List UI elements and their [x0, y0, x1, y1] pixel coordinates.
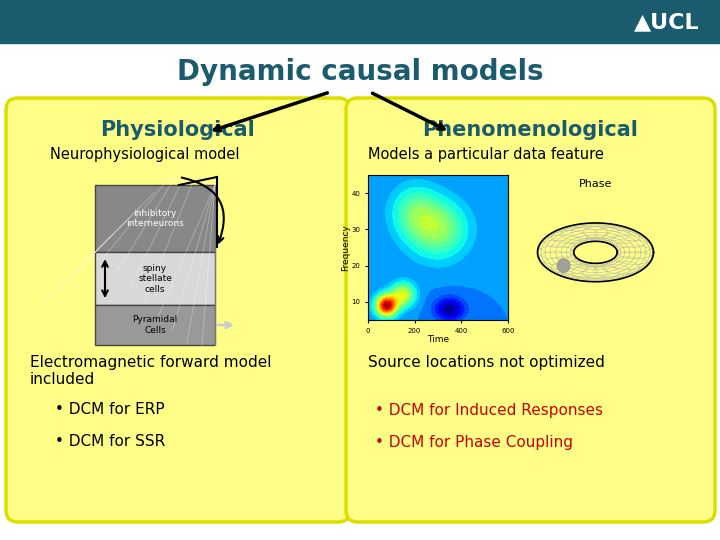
Ellipse shape	[557, 259, 570, 272]
Text: ▲UCL: ▲UCL	[634, 12, 700, 32]
Text: Phenomenological: Phenomenological	[422, 120, 638, 140]
X-axis label: Time: Time	[427, 335, 449, 344]
Text: • DCM for ERP: • DCM for ERP	[55, 402, 165, 417]
Text: • DCM for SSR: • DCM for SSR	[55, 435, 166, 449]
Text: included: included	[30, 373, 95, 388]
Text: Electromagnetic forward model: Electromagnetic forward model	[30, 354, 271, 369]
Text: spiny
stellate
cells: spiny stellate cells	[138, 264, 172, 294]
Bar	[95, 252, 215, 305]
Text: Models a particular data feature: Models a particular data feature	[368, 147, 604, 163]
Text: Neurophysiological model: Neurophysiological model	[50, 147, 240, 163]
Text: inhibitory
interneurons: inhibitory interneurons	[126, 209, 184, 228]
Text: Pyramidal
Cells: Pyramidal Cells	[132, 315, 178, 335]
Text: Phase: Phase	[579, 179, 612, 190]
Bar	[0, 0, 720, 43]
Text: • DCM for Induced Responses: • DCM for Induced Responses	[375, 402, 603, 417]
Text: Physiological: Physiological	[101, 120, 256, 140]
Y-axis label: Frequency: Frequency	[341, 224, 350, 271]
Text: Source locations not optimized: Source locations not optimized	[368, 354, 605, 369]
FancyBboxPatch shape	[346, 98, 715, 522]
Text: • DCM for Phase Coupling: • DCM for Phase Coupling	[375, 435, 573, 449]
Bar	[95, 185, 215, 252]
Text: Dynamic causal models: Dynamic causal models	[176, 58, 544, 86]
Bar	[95, 305, 215, 345]
FancyBboxPatch shape	[6, 98, 350, 522]
